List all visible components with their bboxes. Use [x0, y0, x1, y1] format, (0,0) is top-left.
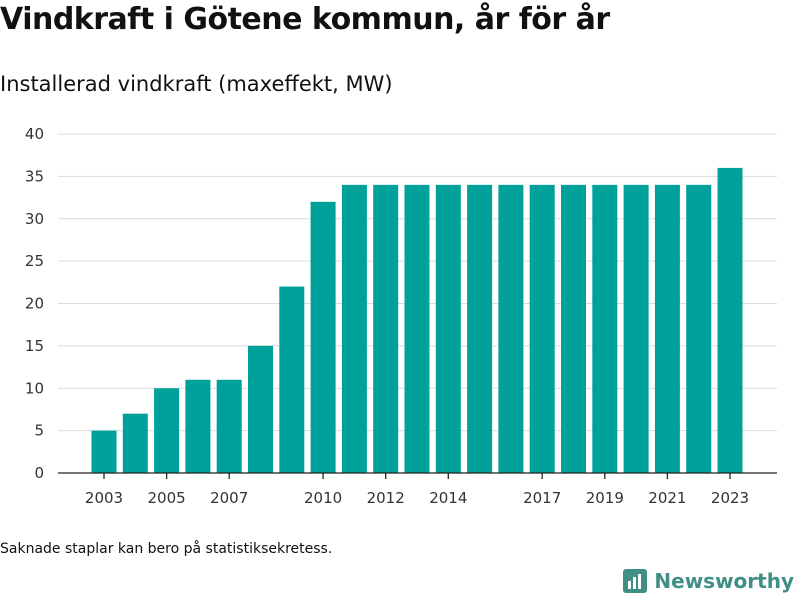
brand-name: Newsworthy	[654, 569, 794, 593]
y-tick-label: 20	[25, 295, 44, 313]
bar-2007[interactable]	[216, 379, 242, 473]
bar-2011[interactable]	[341, 184, 367, 473]
bar-2008[interactable]	[248, 345, 273, 473]
y-tick-label: 10	[25, 379, 44, 397]
bar-2015[interactable]	[467, 184, 493, 473]
newsworthy-logo[interactable]: Newsworthy	[622, 568, 794, 594]
bar-2004[interactable]	[122, 413, 148, 473]
bar-2014[interactable]	[435, 184, 461, 473]
y-tick-label: 30	[25, 210, 44, 228]
axes: 0 5 10 15 20 25 30 35 40 2003 2005 2007 2010 2012 2014…	[25, 125, 777, 507]
x-tick-label: 2010	[304, 489, 342, 507]
bar-2020[interactable]	[623, 184, 649, 473]
bar-2003[interactable]	[91, 430, 117, 473]
bar-2017[interactable]	[529, 184, 555, 473]
bar-2021[interactable]	[654, 184, 680, 473]
x-tick-label: 2023	[711, 489, 749, 507]
chart-title: Vindkraft i Götene kommun, år för år	[0, 2, 610, 37]
x-tick-label: 2003	[85, 489, 123, 507]
bar-2005[interactable]	[154, 388, 180, 473]
y-tick-label: 25	[25, 252, 44, 270]
bar-2013[interactable]	[404, 184, 430, 473]
bar-2023[interactable]	[717, 167, 743, 473]
y-tick-label: 40	[25, 125, 44, 143]
footnote: Saknade staplar kan bero på statistiksek…	[0, 541, 333, 557]
bar-2012[interactable]	[373, 184, 399, 473]
bars	[91, 167, 743, 474]
x-tick-label: 2014	[429, 489, 467, 507]
bar-2022[interactable]	[686, 184, 712, 473]
y-tick-label: 35	[25, 167, 44, 185]
x-tick-label: 2019	[586, 489, 624, 507]
x-tick-label: 2012	[367, 489, 405, 507]
y-tick-label: 5	[34, 422, 44, 440]
bar-2019[interactable]	[592, 184, 618, 473]
bar-2018[interactable]	[561, 184, 586, 473]
bar-2006[interactable]	[185, 379, 211, 473]
y-tick-label: 15	[25, 337, 44, 355]
newsworthy-icon	[623, 569, 648, 593]
x-tick-label: 2021	[648, 489, 686, 507]
bar-2016[interactable]	[498, 184, 524, 473]
bar-chart: 0 5 10 15 20 25 30 35 40 2003 2005 2007 2010 2012 2014…	[25, 125, 777, 507]
x-tick-label: 2007	[210, 489, 248, 507]
chart-subtitle: Installerad vindkraft (maxeffekt, MW)	[0, 72, 393, 96]
x-tick-label: 2005	[148, 489, 186, 507]
bar-2009[interactable]	[279, 286, 305, 473]
x-tick-label: 2017	[523, 489, 561, 507]
y-tick-label: 0	[34, 464, 44, 482]
bar-2010[interactable]	[310, 201, 336, 474]
